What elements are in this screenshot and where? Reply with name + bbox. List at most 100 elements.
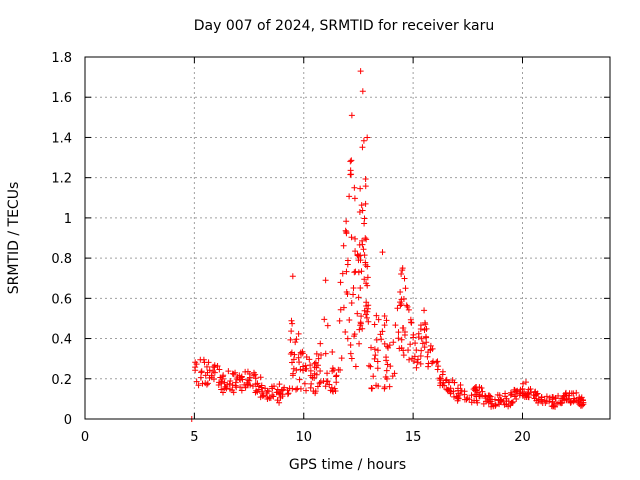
- data-point: [522, 392, 529, 399]
- data-point: [471, 385, 478, 392]
- data-point: [402, 285, 409, 292]
- data-point: [514, 387, 521, 394]
- data-point: [362, 175, 369, 182]
- data-point: [303, 354, 310, 361]
- data-point: [361, 220, 368, 227]
- data-point: [478, 385, 485, 392]
- data-point: [535, 396, 542, 403]
- data-point: [399, 267, 406, 274]
- y-tick-label: 1.8: [51, 51, 72, 66]
- x-tick-label: 10: [295, 430, 312, 445]
- data-point: [343, 268, 350, 275]
- data-point: [457, 387, 464, 394]
- data-point: [362, 183, 369, 190]
- data-point: [313, 371, 320, 378]
- data-point: [317, 368, 324, 375]
- data-point: [566, 395, 573, 402]
- data-point: [220, 389, 227, 396]
- data-point: [246, 371, 253, 378]
- data-point: [400, 296, 407, 303]
- data-point: [224, 381, 231, 388]
- data-point: [323, 378, 330, 385]
- data-point: [287, 336, 294, 343]
- data-point: [434, 366, 441, 373]
- data-point: [359, 325, 366, 332]
- data-point: [360, 137, 367, 144]
- data-point: [503, 401, 510, 408]
- data-point: [350, 291, 357, 298]
- data-point: [356, 241, 363, 248]
- axis-ticks: 0 0.2 0.4 0.6 0.8 1 1.2 1.4 1.6 1.8 0 5 10 15 20: [51, 51, 610, 445]
- y-tick-label: 0.4: [51, 333, 72, 348]
- data-point: [324, 370, 331, 377]
- data-point: [337, 279, 344, 286]
- data-point: [401, 328, 408, 335]
- data-point: [415, 334, 422, 341]
- data-point: [362, 200, 369, 207]
- data-point: [410, 358, 417, 365]
- data-point: [313, 350, 320, 357]
- data-point: [333, 379, 340, 386]
- data-point: [311, 375, 318, 382]
- data-point: [316, 380, 323, 387]
- data-point: [480, 400, 487, 407]
- data-point: [414, 356, 421, 363]
- data-point: [322, 277, 329, 284]
- data-point: [366, 362, 373, 369]
- data-point: [250, 372, 257, 379]
- data-point: [296, 376, 303, 383]
- data-point: [359, 88, 366, 95]
- data-point: [264, 395, 271, 402]
- data-point: [391, 370, 398, 377]
- data-point: [344, 335, 351, 342]
- data-point: [434, 358, 441, 365]
- data-point: [398, 271, 405, 278]
- data-point: [361, 276, 368, 283]
- data-point: [373, 336, 380, 343]
- y-tick-label: 0.6: [51, 292, 72, 307]
- data-point: [496, 392, 503, 399]
- data-point: [395, 329, 402, 336]
- data-point: [238, 387, 245, 394]
- data-point: [229, 382, 236, 389]
- data-point: [417, 353, 424, 360]
- data-point: [580, 399, 587, 406]
- data-point: [543, 393, 550, 400]
- data-point: [208, 374, 215, 381]
- data-point: [502, 393, 509, 400]
- data-point: [314, 362, 321, 369]
- data-point: [288, 359, 295, 366]
- data-point: [531, 389, 538, 396]
- data-point: [288, 317, 295, 324]
- data-point: [546, 394, 553, 401]
- data-point: [236, 372, 243, 379]
- y-tick-label: 0.2: [51, 373, 72, 388]
- data-point: [361, 252, 368, 259]
- data-point: [348, 112, 355, 119]
- data-point: [348, 171, 355, 178]
- data-point: [192, 364, 199, 371]
- data-point: [258, 384, 265, 391]
- data-point: [470, 386, 477, 393]
- data-point: [357, 257, 364, 264]
- data-point: [318, 351, 325, 358]
- data-point: [312, 388, 319, 395]
- data-point: [364, 134, 371, 141]
- data-point: [538, 393, 545, 400]
- x-axis-label: GPS time / hours: [288, 457, 407, 473]
- data-point: [355, 269, 362, 276]
- data-point: [246, 377, 253, 384]
- data-point: [340, 242, 347, 249]
- data-points: [188, 68, 587, 422]
- data-point: [397, 288, 404, 295]
- data-point: [324, 322, 331, 329]
- data-point: [254, 380, 261, 387]
- data-point: [357, 284, 364, 291]
- data-point: [197, 374, 204, 381]
- data-point: [328, 384, 335, 391]
- data-point: [351, 195, 358, 202]
- data-point: [371, 346, 378, 353]
- plot-frame: [84, 56, 611, 420]
- data-point: [322, 350, 329, 357]
- data-point: [424, 353, 431, 360]
